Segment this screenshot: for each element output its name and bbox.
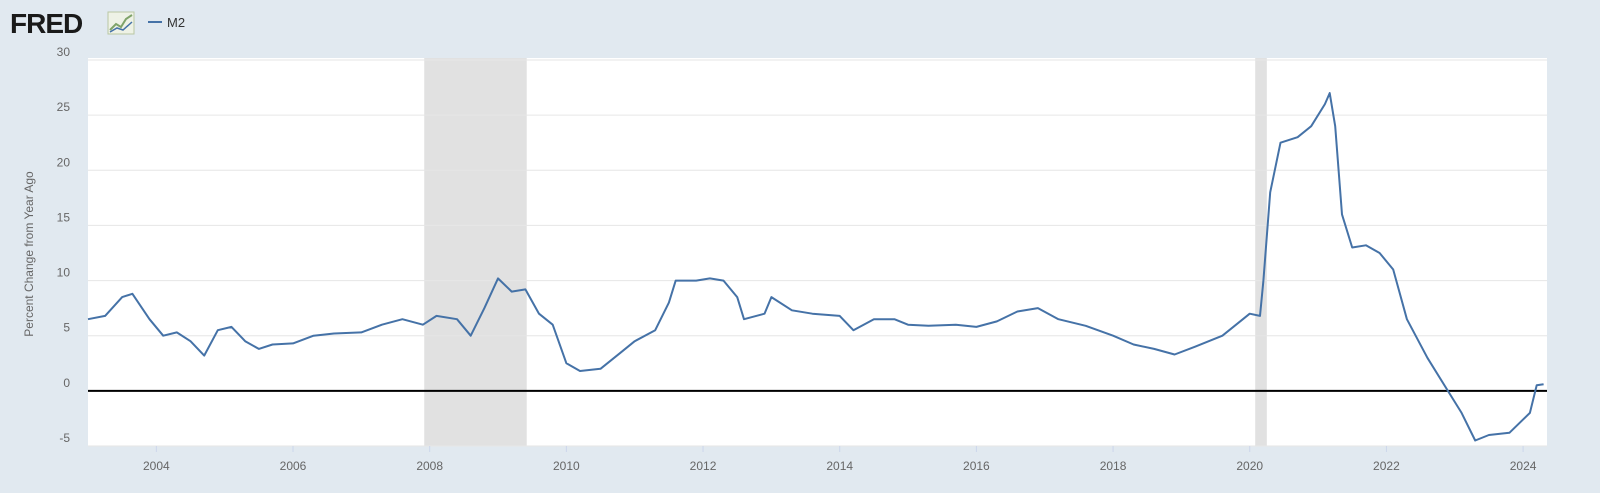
x-tick-label: 2004 <box>143 459 170 473</box>
data-line <box>87 92 1544 442</box>
x-tick-label: 2012 <box>690 459 717 473</box>
plot-area <box>88 58 1547 446</box>
y-tick-label: 20 <box>57 155 71 169</box>
x-tick-label: 2010 <box>553 459 580 473</box>
x-tick-label: 2018 <box>1100 459 1127 473</box>
y-tick-label: 15 <box>57 210 71 224</box>
recession-band <box>1255 58 1267 446</box>
brand-logo: FRED <box>10 8 83 39</box>
y-tick-label: 30 <box>57 45 71 59</box>
x-tick-label: 2020 <box>1236 459 1263 473</box>
x-tick-label: 2024 <box>1510 459 1537 473</box>
y-tick-label: -5 <box>59 431 70 445</box>
logo-icon <box>107 11 135 35</box>
y-tick-label: 5 <box>63 321 70 335</box>
x-tick-label: 2006 <box>280 459 307 473</box>
x-tick-label: 2022 <box>1373 459 1400 473</box>
y-tick-label: 25 <box>57 100 71 114</box>
x-tick-label: 2008 <box>416 459 443 473</box>
y-tick-label: 10 <box>57 266 71 280</box>
legend-label: M2 <box>167 15 185 30</box>
y-tick-label: 0 <box>63 376 70 390</box>
x-tick-label: 2016 <box>963 459 990 473</box>
recession-band <box>424 58 527 446</box>
y-axis-label: Percent Change from Year Ago <box>22 171 36 337</box>
x-tick-label: 2014 <box>826 459 853 473</box>
